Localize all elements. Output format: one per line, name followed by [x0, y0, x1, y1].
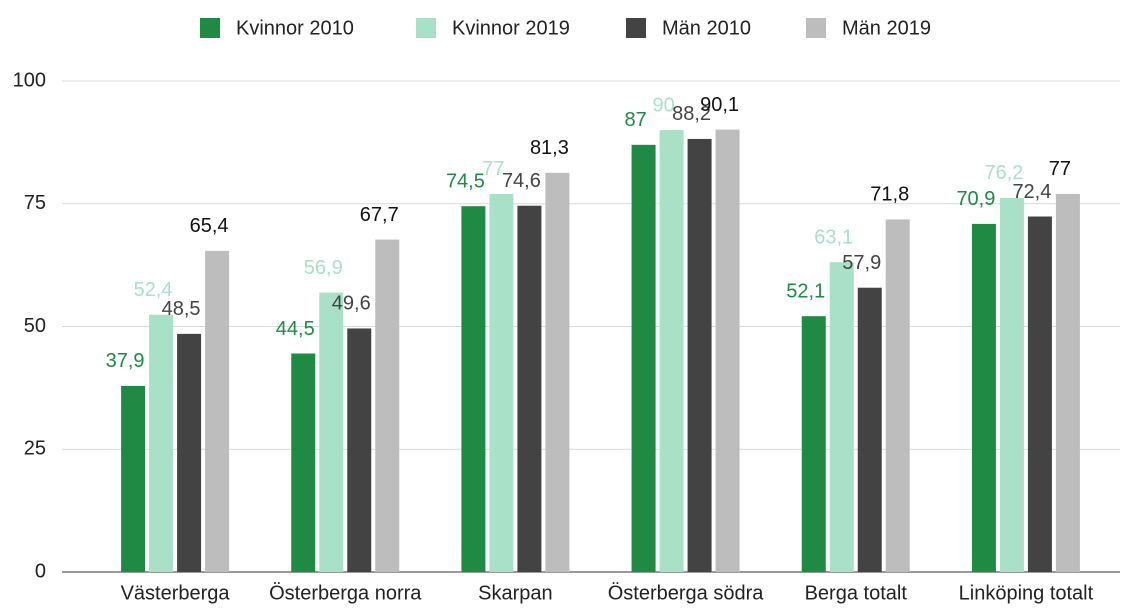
x-tick-label: Linköping totalt: [959, 582, 1094, 604]
data-label: 76,2: [984, 162, 1023, 184]
legend-label: Män 2019: [842, 17, 931, 39]
data-label: 74,5: [446, 170, 485, 192]
bar: [829, 262, 854, 572]
legend-swatch: [416, 18, 436, 38]
data-label: 70,9: [956, 188, 995, 210]
data-label: 81,3: [530, 137, 569, 159]
legend-label: Kvinnor 2019: [452, 17, 570, 39]
bar: [659, 130, 684, 572]
bar: [687, 138, 712, 573]
y-tick-label: 75: [24, 192, 46, 214]
data-label: 65,4: [190, 215, 229, 237]
bar: [885, 219, 910, 572]
legend-swatch: [806, 18, 826, 38]
data-label: 49,6: [332, 293, 371, 315]
bar: [1027, 216, 1052, 573]
data-label: 44,5: [276, 318, 315, 340]
x-tick-label: Västerberga: [121, 582, 231, 604]
bar: [121, 385, 146, 572]
bar: [375, 239, 400, 572]
data-label: 56,9: [304, 257, 343, 279]
data-label: 77: [482, 158, 504, 180]
bar: [517, 205, 542, 573]
data-label: 88,2: [672, 103, 711, 125]
data-label: 52,4: [134, 279, 173, 301]
bar: [715, 129, 740, 572]
bar: [489, 193, 514, 572]
bar: [1055, 193, 1080, 572]
data-label: 74,6: [502, 170, 541, 192]
y-tick-label: 25: [24, 438, 46, 460]
data-label: 77: [1049, 158, 1071, 180]
data-label: 67,7: [360, 204, 399, 226]
bar: [999, 197, 1024, 572]
data-label: 87: [624, 109, 646, 131]
data-label: 37,9: [106, 350, 145, 372]
bar: [631, 144, 656, 572]
data-label: 48,5: [162, 298, 201, 320]
bar: [461, 206, 486, 572]
legend-swatch: [626, 18, 646, 38]
x-tick-label: Berga totalt: [805, 582, 908, 604]
bar: [857, 287, 882, 572]
bar: [149, 314, 174, 572]
x-tick-label: Skarpan: [478, 582, 553, 604]
bar: [801, 316, 826, 572]
data-label: 72,4: [1012, 181, 1051, 203]
legend-label: Kvinnor 2010: [236, 17, 354, 39]
y-tick-label: 0: [35, 560, 46, 582]
bar: [205, 250, 230, 573]
bar: [319, 292, 344, 572]
legend-label: Män 2010: [662, 17, 751, 39]
bar: [347, 328, 372, 572]
data-label: 63,1: [814, 226, 853, 248]
x-tick-label: Österberga södra: [608, 582, 765, 604]
data-label: 71,8: [870, 184, 909, 206]
data-label: 57,9: [842, 252, 881, 274]
data-label: 52,1: [786, 280, 825, 302]
y-tick-label: 100: [13, 69, 46, 91]
data-label: 90: [652, 94, 674, 116]
bar: [545, 172, 570, 572]
bar: [971, 223, 996, 573]
y-tick-label: 50: [24, 315, 46, 337]
legend-swatch: [200, 18, 220, 38]
x-tick-label: Österberga norra: [269, 582, 422, 604]
bar: [177, 333, 202, 572]
data-label: 90,1: [700, 94, 739, 116]
bar: [291, 353, 316, 572]
